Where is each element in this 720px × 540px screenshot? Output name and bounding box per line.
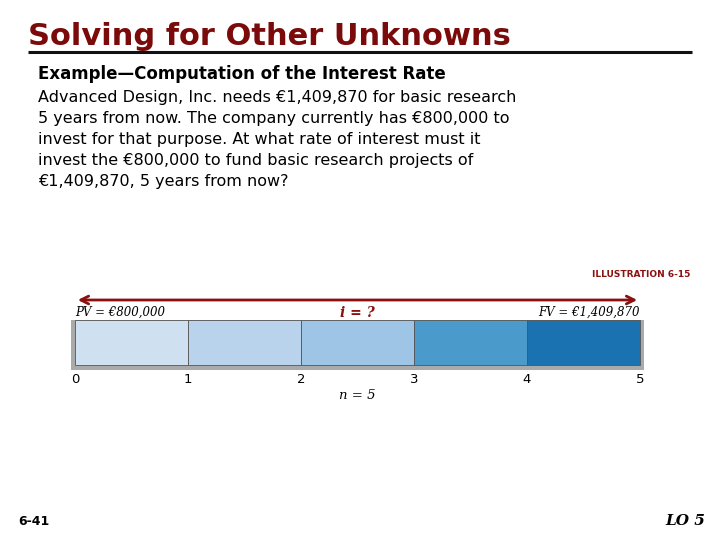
Text: 6-41: 6-41 [18, 515, 49, 528]
Text: Example—Computation of the Interest Rate: Example—Computation of the Interest Rate [38, 65, 446, 83]
Text: n = 5: n = 5 [339, 389, 376, 402]
Bar [527, 320, 640, 365]
Bar [301, 320, 414, 365]
Bar [75, 320, 188, 365]
Text: 5 years from now. The company currently has €800,000 to: 5 years from now. The company currently … [38, 111, 510, 126]
Text: ILLUSTRATION 6-15: ILLUSTRATION 6-15 [592, 270, 690, 279]
Text: invest for that purpose. At what rate of interest must it: invest for that purpose. At what rate of… [38, 132, 480, 147]
Text: FV = €1,409,870: FV = €1,409,870 [539, 306, 640, 319]
Bar [71, 320, 644, 370]
Text: 0: 0 [71, 373, 79, 386]
Text: 1: 1 [184, 373, 192, 386]
Text: i = ?: i = ? [340, 306, 375, 320]
Text: invest the €800,000 to fund basic research projects of: invest the €800,000 to fund basic resear… [38, 153, 473, 168]
Text: LO 5: LO 5 [665, 514, 705, 528]
Text: Advanced Design, Inc. needs €1,409,870 for basic research: Advanced Design, Inc. needs €1,409,870 f… [38, 90, 516, 105]
Text: Solving for Other Unknowns: Solving for Other Unknowns [28, 22, 511, 51]
Bar [414, 320, 527, 365]
Text: 4: 4 [523, 373, 531, 386]
Text: PV = €800,000: PV = €800,000 [75, 306, 165, 319]
Text: €1,409,870, 5 years from now?: €1,409,870, 5 years from now? [38, 174, 289, 189]
Text: 2: 2 [297, 373, 305, 386]
Text: 3: 3 [410, 373, 418, 386]
Bar [188, 320, 301, 365]
Text: 5: 5 [636, 373, 644, 386]
